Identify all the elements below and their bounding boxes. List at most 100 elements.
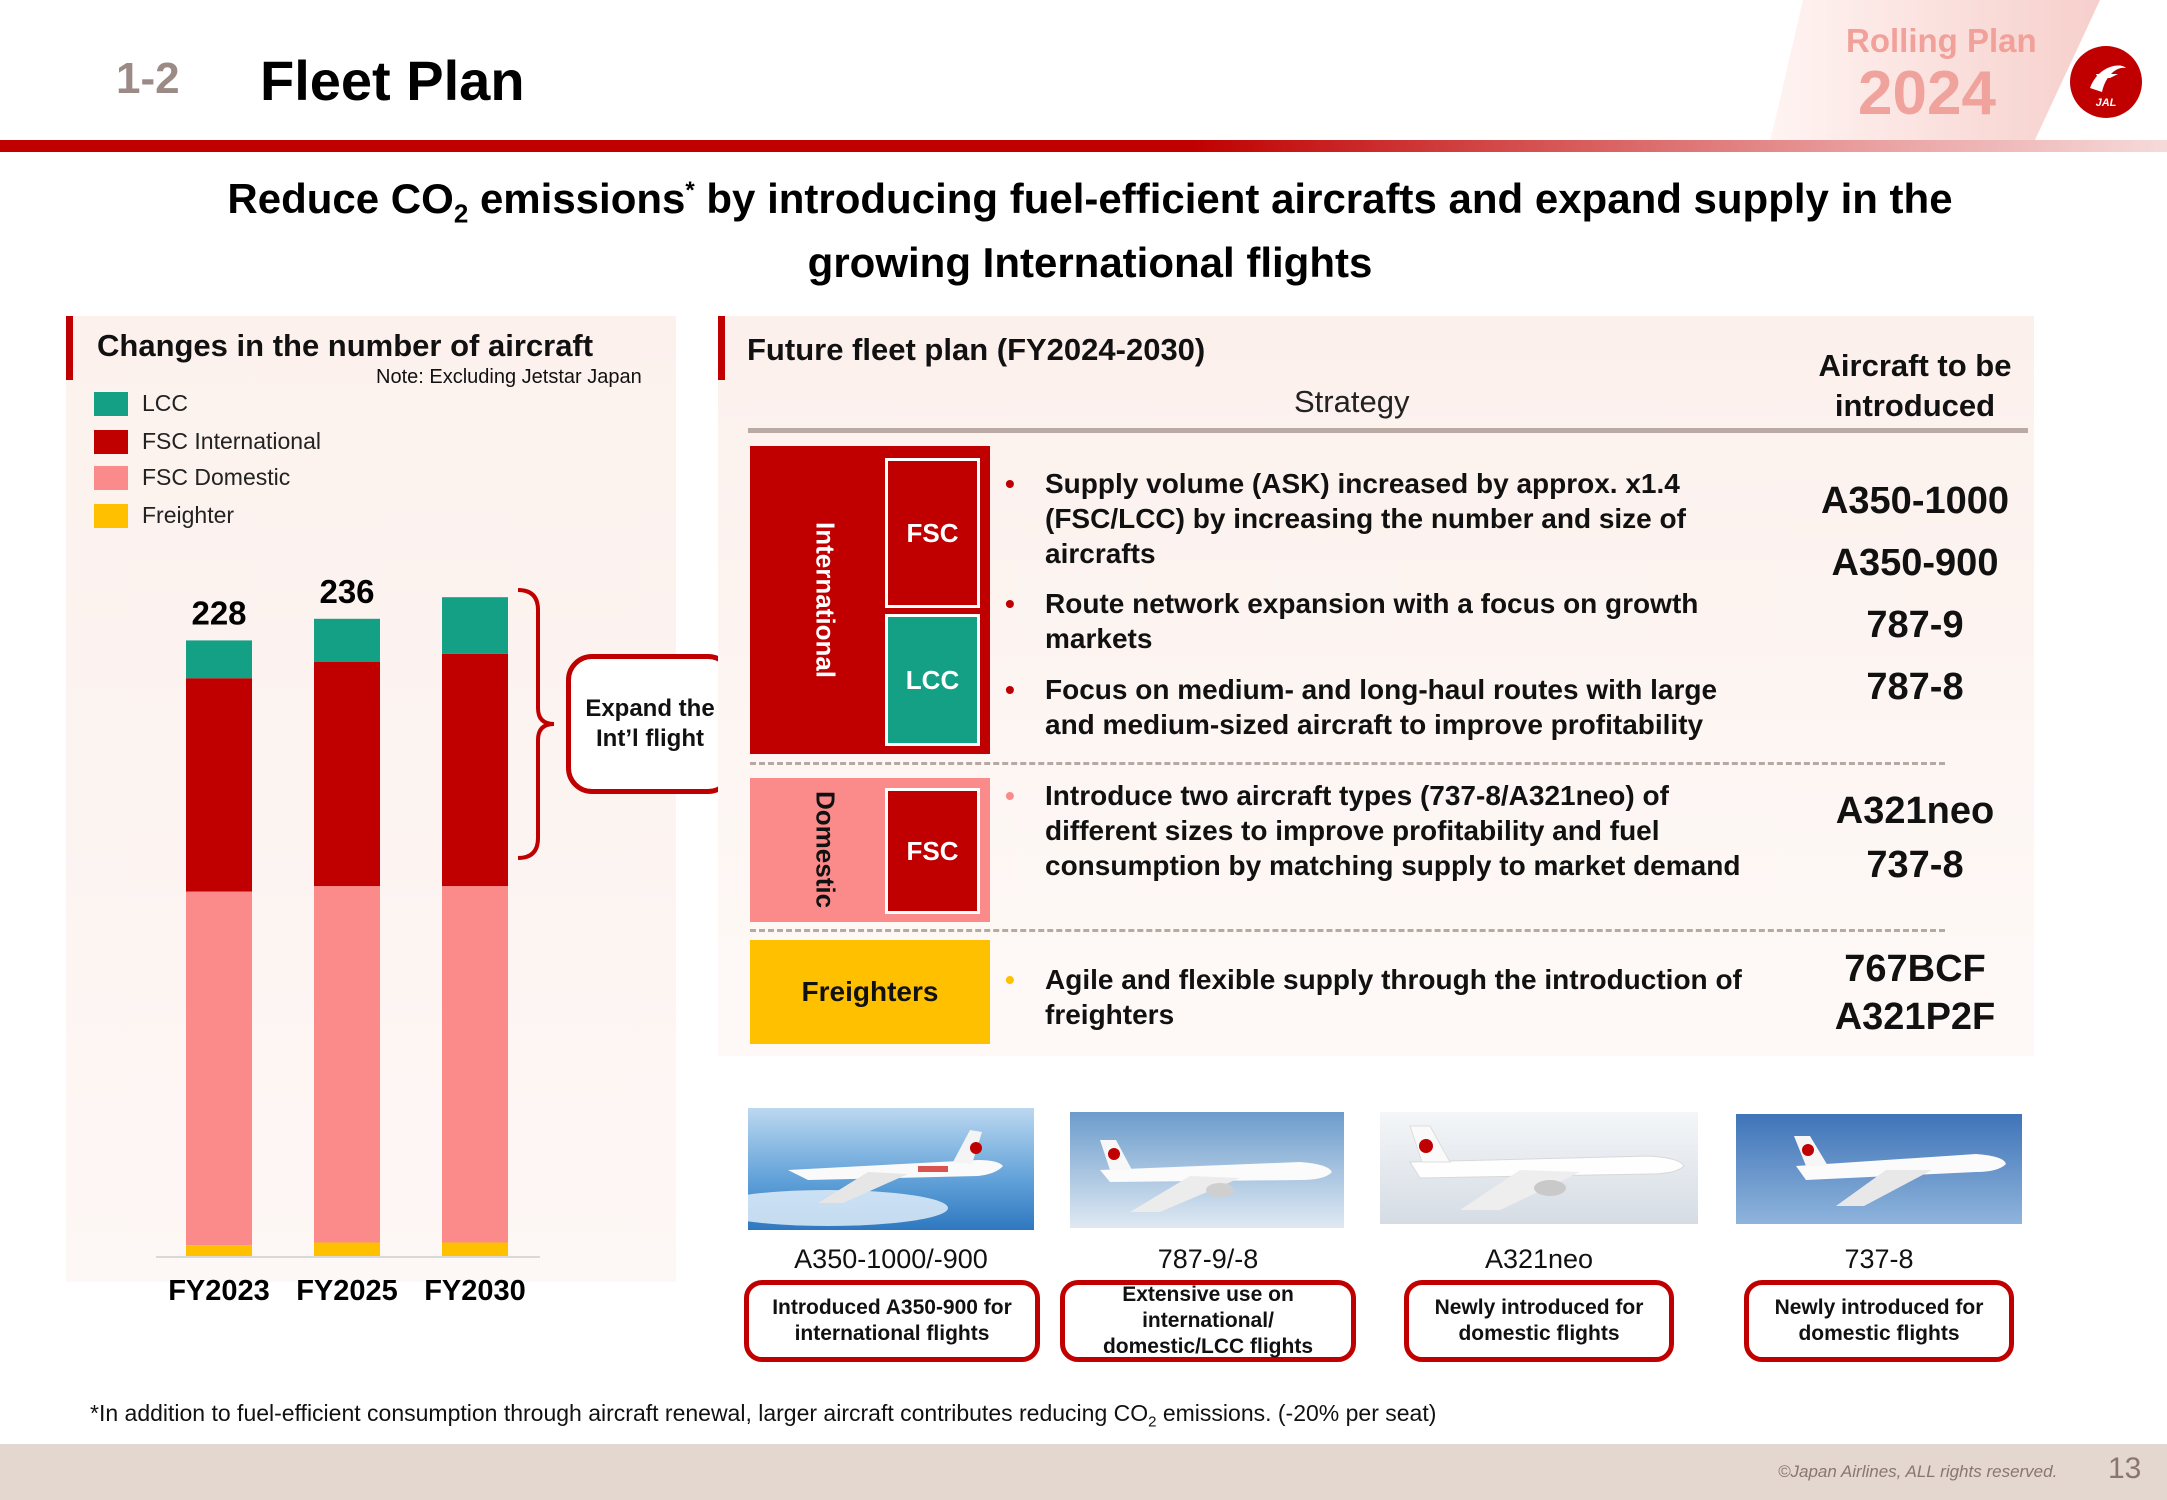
bullet-dot: • [1005,780,1015,811]
photo-note-737-8: Newly introduced for domestic flights [1744,1280,2014,1362]
photo-787 [1070,1112,1344,1228]
bar-segment-fsc-domestic [314,886,380,1243]
intl-brace [517,588,555,860]
legend-swatch [94,429,128,454]
future-fleet-title: Future fleet plan (FY2024-2030) [747,332,1206,367]
bar-segment-freighter [442,1242,508,1256]
footnote-sub: 2 [1148,1413,1157,1431]
legend-fsc-domestic: FSC Domestic [94,464,290,491]
photo-caption-737-8: 737-8 [1844,1244,1914,1274]
bullet-dot: • [1005,468,1015,499]
footnote-part1: *In addition to fuel-efficient consumpti… [90,1400,1149,1426]
legend-swatch [94,465,128,490]
intl-lcc-box: LCC [885,614,980,746]
copyright: ©Japan Airlines, ALL rights reserved. [1778,1462,2058,1481]
intl-fsc-box: FSC [885,458,980,608]
footnote-part2: emissions. (-20% per seat) [1156,1400,1437,1426]
photo-a350 [748,1108,1034,1230]
bar-segment-freighter [314,1242,380,1256]
section-number: 1-2 [116,54,180,103]
aircraft-a321p2f: A321P2F [1834,996,1996,1038]
headline-sub: 2 [453,198,469,229]
aircraft-787-8: 787-8 [1866,666,1964,708]
section-divider [750,762,1945,765]
bar-segment-fsc-domestic [442,886,508,1243]
stacked-bar-chart: 228 FY2023 236 FY2025 FY2030 [156,573,555,1307]
photo-737-8 [1736,1114,2022,1224]
aircraft-a350-900: A350-900 [1831,542,1999,584]
category-label: FY2030 [424,1275,526,1307]
page-number: 13 [2108,1452,2142,1485]
bar-segment-fsc-international [186,678,252,892]
bullet-text: Introduce two aircraft types (737-8/A321… [1045,780,1741,881]
bullet-dot: • [1005,964,1015,995]
bar-segment-fsc-international [314,662,380,887]
freighters-block: Freighters [750,940,990,1044]
bullet-dot: • [1005,588,1015,619]
freighters-bullet: • Agile and flexible supply through the i… [1005,962,1765,1032]
strategy-header: Strategy [1294,384,1410,419]
category-label: FY2023 [168,1275,270,1307]
jal-logo: JAL [2068,44,2144,120]
bar-segment-fsc-international [442,653,508,887]
legend-fsc-international: FSC International [94,428,321,455]
intl-bullet: • Supply volume (ASK) increased by approx… [1005,466,1765,571]
headline-part3: by introducing fuel-efficient aircrafts … [694,175,1953,287]
headline: Reduce CO2 emissions* by introducing fue… [140,166,2040,288]
aircraft-767bcf: 767BCF [1844,948,1986,990]
photo-note-787: Extensive use on international/ domestic… [1060,1280,1356,1362]
bar-segment-lcc [186,640,252,679]
expand-intl-callout: Expand the Int’l flight [566,654,734,794]
legend-label: FSC Domestic [142,464,291,490]
bar-segment-freighter [186,1245,252,1256]
photo-caption-a350: A350-1000/-900 [794,1244,988,1274]
photo-caption-787: 787-9/-8 [1157,1244,1259,1274]
legend-label: FSC International [142,428,321,454]
bullet-text: Route network expansion with a focus on … [1045,588,1699,654]
jal-logo-text: JAL [2096,97,2117,109]
aircraft-count-title: Changes in the number of aircraft [97,328,594,363]
domestic-label: Domestic [810,791,841,909]
legend-lcc: LCC [94,390,188,417]
bar-segment-fsc-domestic [186,891,252,1246]
header-divider [0,140,2167,152]
aircraft-header: Aircraft to be introduced [1818,348,2012,423]
headline-part1: Reduce CO [227,175,454,222]
rolling-plan-banner [1770,0,2100,142]
bullet-text: Agile and flexible supply through the in… [1045,964,1742,1030]
bullet-text: Focus on medium- and long-haul routes wi… [1045,674,1718,740]
right-panel-accent [718,316,725,380]
aircraft-a350-1000: A350-1000 [1820,480,2010,522]
headline-part2: emissions [468,175,686,222]
photo-note-a321neo: Newly introduced for domestic flights [1404,1280,1674,1362]
photo-caption-a321neo: A321neo [1484,1244,1594,1274]
legend-swatch [94,391,128,416]
left-panel-accent [66,316,73,380]
total-label: 228 [191,594,246,631]
rolling-plan-label: Rolling Plan [1846,22,2037,59]
excluding-note: Note: Excluding Jetstar Japan [376,366,642,388]
intl-bullet: • Route network expansion with a focus on… [1005,586,1765,656]
footnote: *In addition to fuel-efficient consumpti… [90,1400,1436,1431]
legend-swatch [94,503,128,528]
bar-segment-lcc [442,597,508,654]
bullet-dot: • [1005,674,1015,705]
photo-note-a350: Introduced A350-900 for international fl… [744,1280,1040,1362]
category-label: FY2025 [296,1275,398,1307]
legend-freighter: Freighter [94,502,234,529]
aircraft-737-8: 737-8 [1866,844,1964,886]
footer-bar [0,1444,2167,1500]
aircraft-a321neo: A321neo [1835,790,1995,832]
bullet-text: Supply volume (ASK) increased by approx.… [1045,468,1686,569]
intl-bullet: • Focus on medium- and long-haul routes w… [1005,672,1765,742]
header-rule [748,428,2028,433]
domestic-fsc-box: FSC [885,788,980,914]
photo-a321neo [1380,1112,1698,1224]
legend-label: Freighter [142,502,235,528]
international-label: International [810,521,841,678]
bar-segment-lcc [314,618,380,662]
legend-label: LCC [142,390,189,416]
total-label: 236 [319,573,374,610]
aircraft-787-9: 787-9 [1866,604,1964,646]
page-title: Fleet Plan [260,49,525,112]
